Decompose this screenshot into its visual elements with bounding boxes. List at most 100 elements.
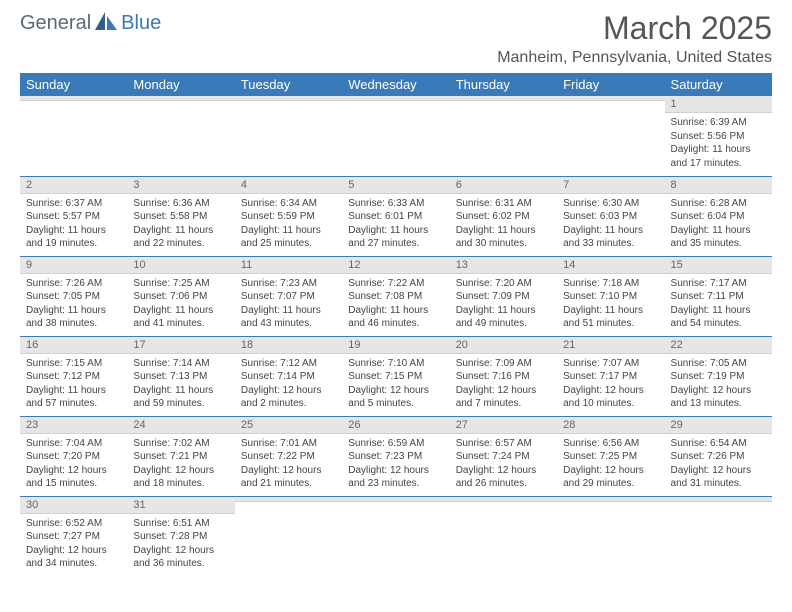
sunset-text: Sunset: 6:01 PM — [348, 210, 443, 224]
day-details: Sunrise: 6:59 AMSunset: 7:23 PMDaylight:… — [342, 434, 449, 494]
day-details — [342, 502, 449, 562]
day-details: Sunrise: 6:33 AMSunset: 6:01 PMDaylight:… — [342, 194, 449, 254]
day-number: 27 — [450, 417, 557, 434]
day-number: 2 — [20, 177, 127, 194]
day-details — [450, 502, 557, 562]
calendar-cell: 9Sunrise: 7:26 AMSunset: 7:05 PMDaylight… — [20, 256, 127, 336]
sunrise-text: Sunrise: 7:23 AM — [241, 277, 336, 291]
calendar-row: 16Sunrise: 7:15 AMSunset: 7:12 PMDayligh… — [20, 336, 772, 416]
sunrise-text: Sunrise: 7:04 AM — [26, 437, 121, 451]
day-details: Sunrise: 7:20 AMSunset: 7:09 PMDaylight:… — [450, 274, 557, 334]
daylight-text: Daylight: 11 hours and 49 minutes. — [456, 304, 551, 331]
day-details: Sunrise: 7:02 AMSunset: 7:21 PMDaylight:… — [127, 434, 234, 494]
day-details: Sunrise: 6:37 AMSunset: 5:57 PMDaylight:… — [20, 194, 127, 254]
day-details — [235, 502, 342, 562]
calendar-cell: 8Sunrise: 6:28 AMSunset: 6:04 PMDaylight… — [665, 176, 772, 256]
calendar-cell: 14Sunrise: 7:18 AMSunset: 7:10 PMDayligh… — [557, 256, 664, 336]
logo: General Blue — [20, 10, 161, 37]
sunrise-text: Sunrise: 7:01 AM — [241, 437, 336, 451]
day-details: Sunrise: 6:51 AMSunset: 7:28 PMDaylight:… — [127, 514, 234, 574]
day-number: 18 — [235, 337, 342, 354]
calendar-cell: 15Sunrise: 7:17 AMSunset: 7:11 PMDayligh… — [665, 256, 772, 336]
calendar-row: 9Sunrise: 7:26 AMSunset: 7:05 PMDaylight… — [20, 256, 772, 336]
daylight-text: Daylight: 12 hours and 5 minutes. — [348, 384, 443, 411]
sunrise-text: Sunrise: 7:10 AM — [348, 357, 443, 371]
sunset-text: Sunset: 5:58 PM — [133, 210, 228, 224]
calendar-cell: 13Sunrise: 7:20 AMSunset: 7:09 PMDayligh… — [450, 256, 557, 336]
sunrise-text: Sunrise: 7:20 AM — [456, 277, 551, 291]
daylight-text: Daylight: 12 hours and 29 minutes. — [563, 464, 658, 491]
calendar-cell — [450, 496, 557, 576]
dayhdr-mon: Monday — [127, 73, 234, 96]
sunrise-text: Sunrise: 6:30 AM — [563, 197, 658, 211]
sail-icon — [93, 10, 119, 37]
sunrise-text: Sunrise: 6:57 AM — [456, 437, 551, 451]
sunset-text: Sunset: 7:14 PM — [241, 370, 336, 384]
sunrise-text: Sunrise: 7:18 AM — [563, 277, 658, 291]
calendar-cell — [127, 96, 234, 176]
calendar-cell: 17Sunrise: 7:14 AMSunset: 7:13 PMDayligh… — [127, 336, 234, 416]
daylight-text: Daylight: 11 hours and 25 minutes. — [241, 224, 336, 251]
day-number: 12 — [342, 257, 449, 274]
day-number: 11 — [235, 257, 342, 274]
day-details: Sunrise: 7:07 AMSunset: 7:17 PMDaylight:… — [557, 354, 664, 414]
day-details: Sunrise: 6:54 AMSunset: 7:26 PMDaylight:… — [665, 434, 772, 494]
calendar-cell: 24Sunrise: 7:02 AMSunset: 7:21 PMDayligh… — [127, 416, 234, 496]
dayhdr-sat: Saturday — [665, 73, 772, 96]
calendar-cell — [665, 496, 772, 576]
calendar-row: 23Sunrise: 7:04 AMSunset: 7:20 PMDayligh… — [20, 416, 772, 496]
calendar-cell — [235, 496, 342, 576]
calendar-cell: 26Sunrise: 6:59 AMSunset: 7:23 PMDayligh… — [342, 416, 449, 496]
day-number: 3 — [127, 177, 234, 194]
daylight-text: Daylight: 11 hours and 19 minutes. — [26, 224, 121, 251]
calendar-cell: 11Sunrise: 7:23 AMSunset: 7:07 PMDayligh… — [235, 256, 342, 336]
sunrise-text: Sunrise: 6:59 AM — [348, 437, 443, 451]
sunrise-text: Sunrise: 7:22 AM — [348, 277, 443, 291]
calendar-cell: 2Sunrise: 6:37 AMSunset: 5:57 PMDaylight… — [20, 176, 127, 256]
sunset-text: Sunset: 7:20 PM — [26, 450, 121, 464]
calendar-cell: 23Sunrise: 7:04 AMSunset: 7:20 PMDayligh… — [20, 416, 127, 496]
daylight-text: Daylight: 12 hours and 13 minutes. — [671, 384, 766, 411]
sunrise-text: Sunrise: 7:25 AM — [133, 277, 228, 291]
daylight-text: Daylight: 11 hours and 59 minutes. — [133, 384, 228, 411]
sunrise-text: Sunrise: 6:56 AM — [563, 437, 658, 451]
sunset-text: Sunset: 5:59 PM — [241, 210, 336, 224]
calendar-cell: 25Sunrise: 7:01 AMSunset: 7:22 PMDayligh… — [235, 416, 342, 496]
day-number: 21 — [557, 337, 664, 354]
calendar-cell: 5Sunrise: 6:33 AMSunset: 6:01 PMDaylight… — [342, 176, 449, 256]
day-number: 5 — [342, 177, 449, 194]
day-details: Sunrise: 7:12 AMSunset: 7:14 PMDaylight:… — [235, 354, 342, 414]
logo-text-blue: Blue — [121, 12, 161, 35]
daylight-text: Daylight: 12 hours and 2 minutes. — [241, 384, 336, 411]
calendar-row: 30Sunrise: 6:52 AMSunset: 7:27 PMDayligh… — [20, 496, 772, 576]
daylight-text: Daylight: 11 hours and 41 minutes. — [133, 304, 228, 331]
daylight-text: Daylight: 11 hours and 38 minutes. — [26, 304, 121, 331]
calendar-cell: 3Sunrise: 6:36 AMSunset: 5:58 PMDaylight… — [127, 176, 234, 256]
day-details: Sunrise: 6:39 AMSunset: 5:56 PMDaylight:… — [665, 113, 772, 173]
day-number: 16 — [20, 337, 127, 354]
sunrise-text: Sunrise: 6:52 AM — [26, 517, 121, 531]
daylight-text: Daylight: 11 hours and 35 minutes. — [671, 224, 766, 251]
daylight-text: Daylight: 11 hours and 54 minutes. — [671, 304, 766, 331]
sunrise-text: Sunrise: 6:39 AM — [671, 116, 766, 130]
day-details — [127, 101, 234, 161]
calendar-row: 2Sunrise: 6:37 AMSunset: 5:57 PMDaylight… — [20, 176, 772, 256]
sunset-text: Sunset: 7:12 PM — [26, 370, 121, 384]
day-details: Sunrise: 7:05 AMSunset: 7:19 PMDaylight:… — [665, 354, 772, 414]
day-details — [235, 101, 342, 161]
day-number: 13 — [450, 257, 557, 274]
month-title: March 2025 — [497, 10, 772, 47]
dayhdr-fri: Friday — [557, 73, 664, 96]
sunset-text: Sunset: 7:17 PM — [563, 370, 658, 384]
dayhdr-thu: Thursday — [450, 73, 557, 96]
day-number: 9 — [20, 257, 127, 274]
daylight-text: Daylight: 12 hours and 18 minutes. — [133, 464, 228, 491]
day-number: 14 — [557, 257, 664, 274]
sunrise-text: Sunrise: 6:51 AM — [133, 517, 228, 531]
calendar-cell: 16Sunrise: 7:15 AMSunset: 7:12 PMDayligh… — [20, 336, 127, 416]
sunset-text: Sunset: 7:25 PM — [563, 450, 658, 464]
calendar-cell: 28Sunrise: 6:56 AMSunset: 7:25 PMDayligh… — [557, 416, 664, 496]
page-header: General Blue March 2025 Manheim, Pennsyl… — [20, 10, 772, 67]
day-number: 25 — [235, 417, 342, 434]
daylight-text: Daylight: 12 hours and 7 minutes. — [456, 384, 551, 411]
